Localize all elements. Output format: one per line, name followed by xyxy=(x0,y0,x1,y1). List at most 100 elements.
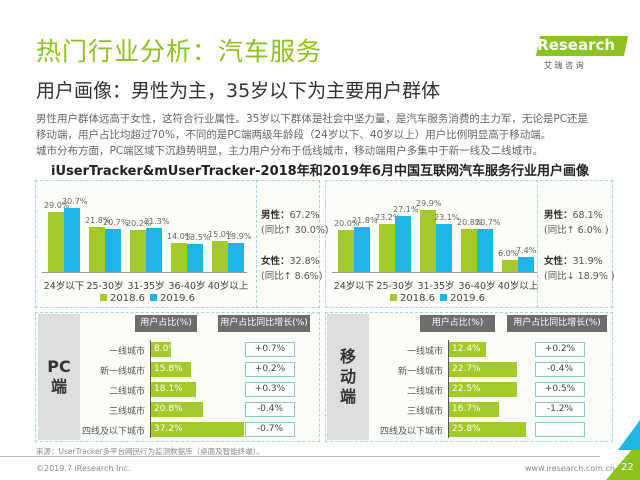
platform-label: 移动端 xyxy=(327,314,369,440)
x-axis xyxy=(332,272,537,273)
legend-label: 2019.6 xyxy=(160,293,195,304)
data-label: 30.7% xyxy=(62,197,88,207)
share-bar: 12.4% xyxy=(449,342,487,357)
x-axis xyxy=(42,272,247,273)
page-title: 热门行业分析：汽车服务 xyxy=(36,37,323,66)
header-share: 用户占比(%) xyxy=(135,315,197,332)
legend-2018.6: 2018.6 xyxy=(390,293,435,304)
bar-2019.6 xyxy=(228,243,244,272)
source-note: 来源：UserTracker多平台网民行为监测数据库（桌面及智能终端）。 xyxy=(36,447,264,456)
bar-2018.6 xyxy=(379,223,395,272)
city-tier-label: 四线及以下城市 xyxy=(379,427,443,437)
data-label: 14.0% xyxy=(167,231,193,241)
growth-value: -1.2% xyxy=(535,402,585,417)
mobile-city-panel xyxy=(325,312,613,442)
bar-2018.6 xyxy=(461,228,477,272)
pc-city-panel xyxy=(35,312,320,442)
data-label: 7.4% xyxy=(516,245,537,255)
bar-2018.6 xyxy=(89,226,105,272)
share-bar: 16.7% xyxy=(449,402,500,417)
data-label: 15.0% xyxy=(208,229,234,239)
bar-2019.6 xyxy=(105,228,121,272)
data-label: 20.8% xyxy=(457,217,483,227)
platform-label: PC端 xyxy=(38,314,80,440)
bar-2018.6 xyxy=(338,230,354,272)
growth-value: +0.2% xyxy=(245,362,295,377)
bar-2018.6 xyxy=(48,211,64,272)
share-bar: 22.7% xyxy=(449,362,518,377)
city-tier-label: 一线城市 xyxy=(406,347,443,357)
bar-2019.6 xyxy=(477,228,493,272)
city-tier-label: 三线城市 xyxy=(108,407,145,417)
share-bar: 22.5% xyxy=(449,382,517,397)
data-label: 6.0% xyxy=(498,248,519,258)
bar-2018.6 xyxy=(502,259,518,272)
iresearch-logo: iResearch 艾 瑞 咨 询 xyxy=(530,36,630,76)
x-tick-label: 25-30岁 xyxy=(86,281,124,292)
growth-value: +0.5% xyxy=(535,382,585,397)
data-label: 23.1% xyxy=(434,212,460,222)
data-label: 29.0% xyxy=(44,200,70,210)
data-label: 20.7% xyxy=(475,217,501,227)
copyright: ©2019.7 iResearch Inc. xyxy=(36,464,131,473)
page-number: 22 xyxy=(621,462,634,473)
x-tick-label: 36-40岁 xyxy=(458,281,496,292)
bar-2018.6 xyxy=(130,229,146,272)
share-bar: 25.8% xyxy=(449,422,527,437)
female-stat: 女性：31.9% (同比↓ 18.9% ) xyxy=(544,256,615,282)
data-label: 20.7% xyxy=(103,217,129,227)
chart-title: iUserTracker&mUserTracker-2018年和2019年6月中… xyxy=(51,164,589,179)
bar-2019.6 xyxy=(354,226,370,272)
y-axis xyxy=(150,340,151,438)
bar-2019.6 xyxy=(436,223,452,272)
header-share: 用户占比(%) xyxy=(420,315,495,332)
city-tier-label: 一线城市 xyxy=(108,347,145,357)
male-stat: 男性：68.1% (同比↑ 6.0% ) xyxy=(544,210,609,236)
x-tick-label: 25-30岁 xyxy=(376,281,414,292)
city-tier-label: 二线城市 xyxy=(108,387,145,397)
y-axis xyxy=(448,340,449,438)
summary-line-3: 城市分布方面，PC端区域下沉趋势明显，主力用户分布于低线城市，移动端用户多集中于… xyxy=(36,145,544,157)
x-tick-label: 24岁以下 xyxy=(333,281,375,292)
data-label: 13.9% xyxy=(226,232,252,242)
data-label: 23.2% xyxy=(375,212,401,222)
growth-value: -0.4% xyxy=(535,362,585,377)
bar-2018.6 xyxy=(420,209,436,272)
page-subtitle: 用户画像：男性为主，35岁以下为主要用户群体 xyxy=(36,80,441,102)
data-label: 20.0% xyxy=(334,219,360,229)
x-tick-label: 40岁以上 xyxy=(207,281,249,292)
share-bar: 15.8% xyxy=(151,362,191,377)
city-tier-label: 三线城市 xyxy=(406,407,443,417)
growth-value: +0.7% xyxy=(245,342,295,357)
female-stat: 女性：32.8% (同比↑ 8.6%) xyxy=(261,256,323,282)
header-growth: 用户占比同比增长(%) xyxy=(507,315,607,332)
x-tick-label: 40岁以上 xyxy=(497,281,539,292)
bar-2019.6 xyxy=(518,256,534,272)
legend-label: 2018.6 xyxy=(110,293,145,304)
legend-2019.6: 2019.6 xyxy=(150,293,195,304)
growth-value: +0.3% xyxy=(245,382,295,397)
growth-value: -0.4% xyxy=(245,402,295,417)
summary-line-1: 男性用户群体远高于女性，这符合行业属性。35岁以下群体是社会中坚力量，是汽车服务… xyxy=(36,113,589,125)
share-bar: 18.1% xyxy=(151,382,197,397)
share-bar: 20.8% xyxy=(151,402,203,417)
legend-2018.6: 2018.6 xyxy=(100,293,145,304)
city-tier-label: 二线城市 xyxy=(406,387,443,397)
male-stat: 男性：67.2% (同比↑ 30.0%) xyxy=(261,210,329,236)
legend-2019.6: 2019.6 xyxy=(440,293,485,304)
growth-value: +0.2% xyxy=(535,342,585,357)
data-label: 21.3% xyxy=(144,216,170,226)
bar-2019.6 xyxy=(395,215,411,272)
data-label: 20.2% xyxy=(126,218,152,228)
x-tick-label: 31-35岁 xyxy=(417,281,455,292)
data-label: 21.8% xyxy=(352,215,378,225)
city-tier-label: 四线及以下城市 xyxy=(81,427,145,437)
growth-value: -0.7% xyxy=(245,422,295,437)
city-tier-label: 新一线城市 xyxy=(99,367,145,377)
header-growth: 用户占比同比增长(%) xyxy=(218,315,310,332)
data-label: 27.1% xyxy=(393,204,419,214)
data-label: 21.8% xyxy=(85,215,111,225)
bar-2019.6 xyxy=(146,227,162,272)
site-url: www.iresearch.com.cn xyxy=(525,464,615,473)
x-tick-label: 24岁以下 xyxy=(43,281,85,292)
